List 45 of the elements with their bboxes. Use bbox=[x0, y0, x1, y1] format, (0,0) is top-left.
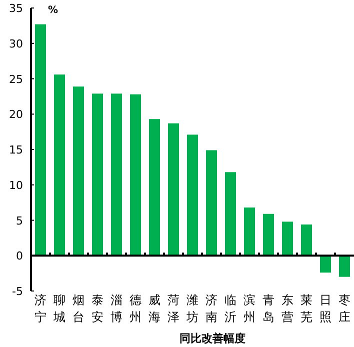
x-tick-label: 济宁 bbox=[34, 293, 46, 324]
x-tick-label: 滨州 bbox=[244, 293, 256, 324]
bar bbox=[54, 74, 66, 256]
x-tick-label: 莱芜 bbox=[300, 293, 312, 324]
y-tick-label: 10 bbox=[9, 178, 23, 192]
x-tick-label: 临沂 bbox=[224, 293, 236, 324]
x-tick-label: 青岛 bbox=[262, 293, 274, 324]
x-tick-label: 烟台 bbox=[72, 293, 84, 324]
bar bbox=[282, 222, 294, 256]
y-axis-title: % bbox=[48, 5, 58, 16]
bar bbox=[186, 134, 198, 256]
x-tick-label: 德州 bbox=[130, 293, 142, 324]
x-axis-title: 同比改善幅度 bbox=[180, 332, 246, 345]
bar bbox=[130, 94, 142, 256]
y-tick-label: 5 bbox=[16, 214, 23, 228]
x-tick-label: 枣庄 bbox=[338, 293, 350, 324]
x-tick-label: 威海 bbox=[148, 293, 160, 324]
bar bbox=[338, 256, 350, 277]
bar bbox=[148, 119, 160, 256]
bar bbox=[72, 86, 84, 256]
bar bbox=[34, 24, 46, 256]
y-tick-label: 25 bbox=[9, 72, 23, 86]
bar bbox=[262, 214, 274, 256]
bar bbox=[244, 208, 256, 256]
x-tick-label: 济南 bbox=[206, 293, 218, 324]
bar bbox=[206, 150, 218, 256]
y-tick-label: 35 bbox=[9, 2, 23, 15]
x-tick-label: 聊城 bbox=[52, 293, 66, 324]
bar bbox=[300, 224, 312, 256]
y-tick-label: 0 bbox=[16, 250, 23, 263]
x-tick-label: 东营 bbox=[282, 293, 294, 324]
x-tick-label: 潍坊 bbox=[186, 293, 198, 324]
x-tick-label: 菏泽 bbox=[168, 293, 180, 324]
y-tick-label: 30 bbox=[9, 37, 23, 50]
y-tick-label: 20 bbox=[9, 108, 23, 122]
bar bbox=[320, 256, 332, 273]
bar bbox=[110, 94, 122, 256]
bar bbox=[168, 123, 180, 256]
x-tick-label: 日照 bbox=[320, 293, 332, 324]
bar bbox=[224, 172, 236, 256]
y-tick-label: 15 bbox=[9, 144, 23, 156]
bar bbox=[92, 94, 104, 256]
x-tick-label: 淄博 bbox=[110, 293, 122, 324]
x-tick-label: 泰安 bbox=[92, 293, 104, 324]
y-tick-label: -5 bbox=[12, 285, 23, 298]
